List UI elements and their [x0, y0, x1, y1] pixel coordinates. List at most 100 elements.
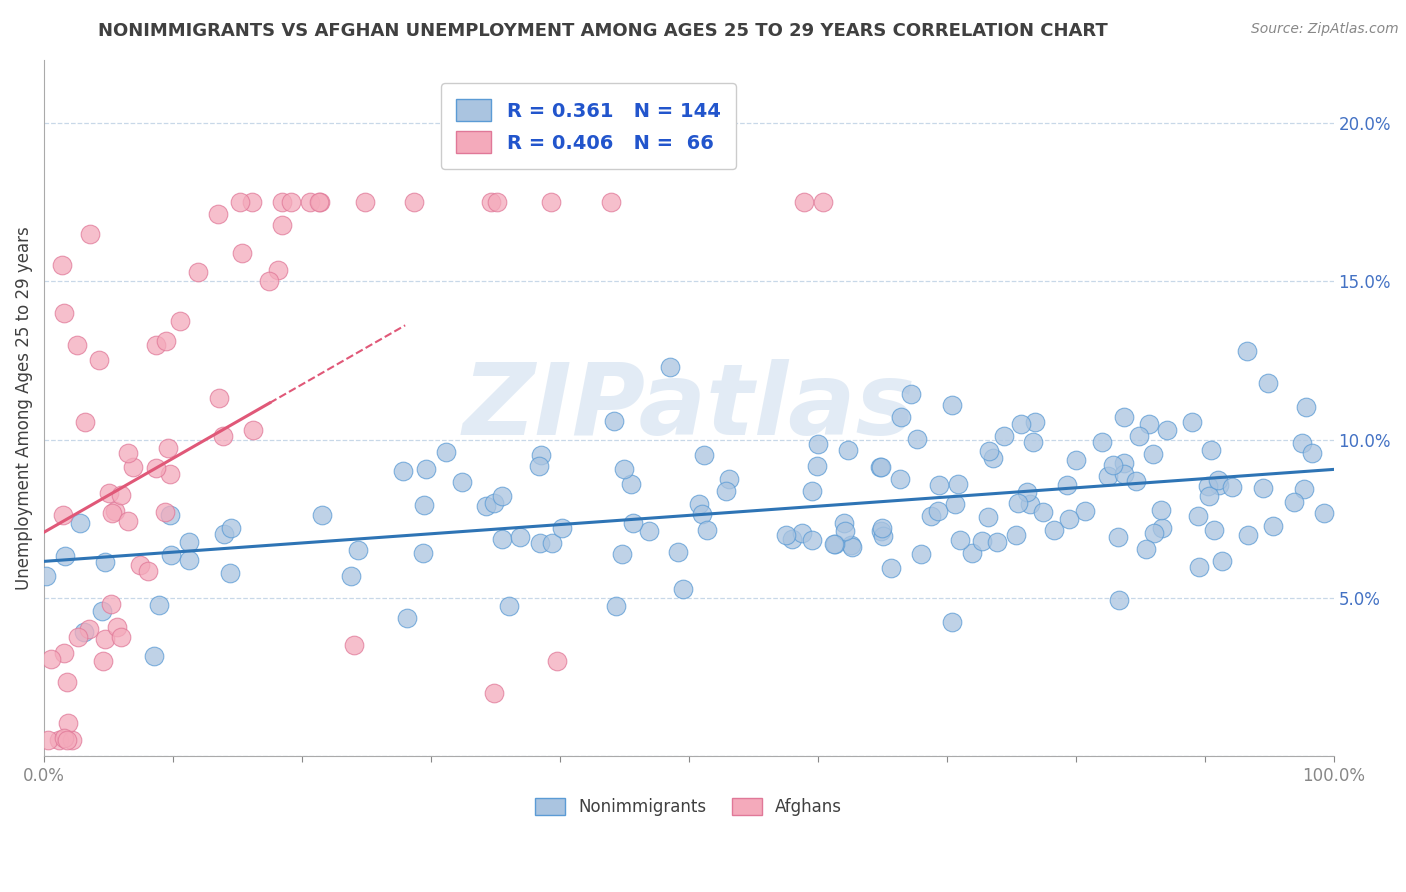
Point: [1236, 343, 1258, 358]
Point: [793, 195, 815, 210]
Point: [1064, 452, 1087, 467]
Point: [402, 195, 425, 210]
Point: [1112, 409, 1135, 424]
Point: [1187, 508, 1209, 523]
Point: [94, 632, 117, 646]
Point: [1181, 415, 1204, 429]
Point: [52, 646, 75, 660]
Point: [105, 620, 128, 634]
Point: [104, 504, 127, 518]
Point: [1019, 496, 1042, 510]
Point: [1135, 541, 1157, 556]
Point: [482, 686, 505, 700]
Point: [841, 540, 863, 554]
Point: [977, 509, 1000, 524]
Point: [229, 195, 252, 210]
Point: [242, 423, 264, 437]
Point: [806, 458, 828, 473]
Point: [527, 458, 550, 473]
Point: [870, 460, 893, 475]
Point: [872, 529, 894, 543]
Point: [1057, 512, 1080, 526]
Point: [1108, 593, 1130, 607]
Point: [1125, 475, 1147, 489]
Point: [309, 195, 332, 210]
Point: [39, 652, 62, 666]
Point: [1015, 484, 1038, 499]
Point: [395, 611, 418, 625]
Point: [688, 498, 710, 512]
Point: [870, 521, 893, 535]
Point: [257, 275, 280, 289]
Point: [638, 524, 661, 538]
Point: [1150, 503, 1173, 517]
Point: [993, 428, 1015, 442]
Point: [717, 472, 740, 486]
Point: [672, 582, 695, 596]
Point: [415, 461, 437, 475]
Point: [90, 604, 112, 618]
Point: [1156, 423, 1178, 437]
Point: [311, 508, 333, 522]
Point: [943, 497, 966, 511]
Point: [1211, 554, 1233, 568]
Point: [941, 398, 963, 412]
Point: [299, 195, 322, 210]
Point: [832, 516, 855, 530]
Point: [1024, 415, 1046, 429]
Point: [142, 649, 165, 664]
Point: [52, 508, 75, 523]
Point: [807, 437, 830, 451]
Point: [1074, 504, 1097, 518]
Point: [208, 392, 231, 406]
Point: [1114, 456, 1136, 470]
Point: [905, 432, 928, 446]
Point: [145, 460, 167, 475]
Point: [51, 259, 73, 273]
Point: [775, 527, 797, 541]
Point: [354, 195, 377, 210]
Point: [605, 599, 627, 614]
Point: [1102, 458, 1125, 473]
Point: [280, 195, 302, 210]
Point: [613, 461, 636, 475]
Point: [1010, 417, 1032, 431]
Point: [1294, 482, 1316, 496]
Point: [475, 499, 498, 513]
Point: [145, 338, 167, 352]
Point: [159, 548, 181, 562]
Point: [1257, 376, 1279, 390]
Point: [612, 548, 634, 562]
Point: [100, 597, 122, 611]
Point: [56, 716, 79, 731]
Point: [972, 533, 994, 548]
Point: [551, 521, 574, 535]
Point: [839, 537, 862, 551]
Point: [900, 386, 922, 401]
Point: [1295, 400, 1317, 414]
Point: [1188, 559, 1211, 574]
Point: [97, 485, 120, 500]
Point: [110, 488, 132, 502]
Legend: Nonimmigrants, Afghans: Nonimmigrants, Afghans: [527, 789, 851, 824]
Point: [780, 533, 803, 547]
Point: [219, 520, 242, 534]
Point: [159, 508, 181, 522]
Point: [889, 472, 911, 486]
Point: [1197, 479, 1219, 493]
Point: [413, 498, 436, 512]
Point: [1204, 523, 1226, 537]
Point: [101, 506, 124, 520]
Point: [66, 630, 89, 644]
Point: [1097, 468, 1119, 483]
Text: Source: ZipAtlas.com: Source: ZipAtlas.com: [1251, 22, 1399, 37]
Point: [1021, 434, 1043, 449]
Point: [231, 246, 253, 260]
Point: [1056, 477, 1078, 491]
Point: [1128, 428, 1150, 442]
Point: [837, 442, 859, 457]
Point: [212, 527, 235, 541]
Point: [1220, 480, 1243, 494]
Point: [66, 337, 89, 351]
Point: [129, 558, 152, 572]
